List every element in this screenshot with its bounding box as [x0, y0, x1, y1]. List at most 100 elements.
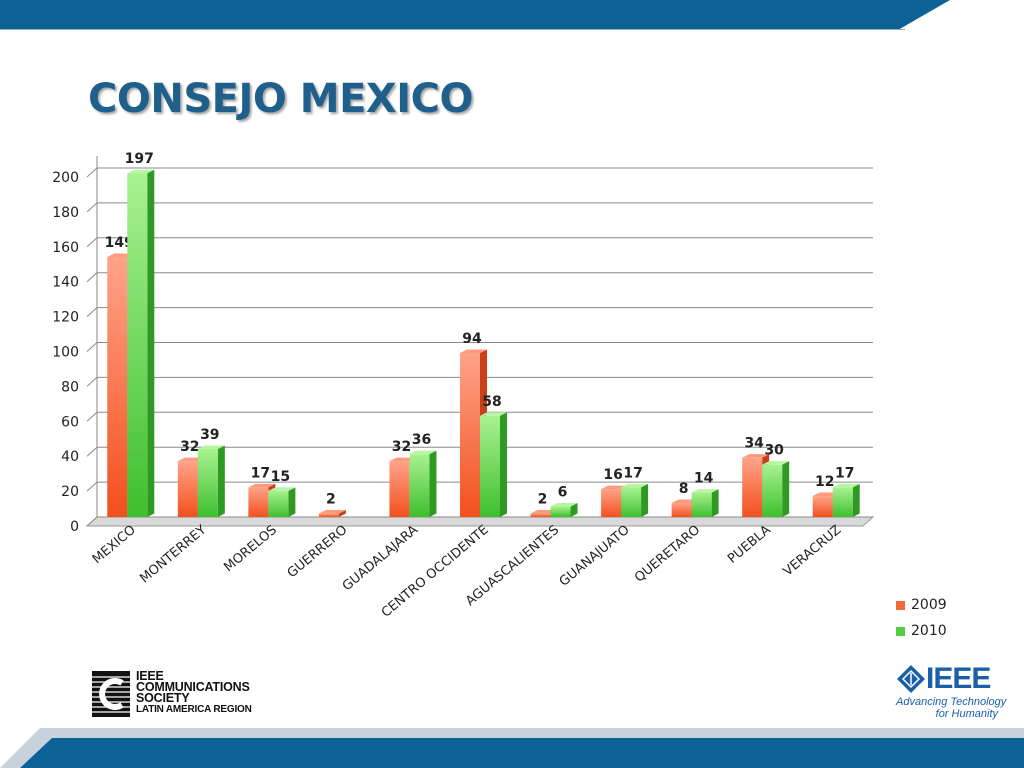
slide-title: CONSEJO MEXICO [88, 76, 474, 122]
bar-side-2010-aguascalientes [570, 503, 578, 517]
legend-swatch-2009 [896, 600, 905, 610]
bar-side-2010-puebla [782, 461, 790, 517]
data-label-2010-morelos: 15 [271, 469, 290, 485]
bar-front-2009-monterrey [177, 461, 198, 517]
bar-side-2010-guadalajara [429, 450, 437, 517]
data-label-2009-queretaro: 8 [679, 481, 689, 497]
y-tick-label-80: 80 [61, 379, 79, 395]
x-tick-label-guerrero: GUERRERO [285, 523, 351, 582]
data-label-2009-guanajuato: 16 [603, 467, 622, 483]
comsoc-line-4: LATIN AMERICA REGION [136, 704, 252, 715]
x-tick-label-morelos: MORELOS [221, 523, 280, 576]
bar-2010-mexico [127, 169, 155, 518]
ieee-tagline: Advancing Technology for Humanity [896, 696, 1007, 720]
bar-front-2010-guanajuato [621, 487, 642, 517]
gridline-60 [86, 411, 873, 422]
bar-front-2009-morelos [248, 487, 269, 517]
legend-label-2010: 2010 [911, 623, 947, 639]
bar-top-2010-guanajuato [621, 483, 649, 488]
y-tick-label-100: 100 [52, 345, 79, 361]
data-label-2009-guadalajara: 32 [392, 439, 411, 455]
data-label-2009-mexico: 149 [105, 235, 134, 251]
legend-item-2010: 2010 [896, 618, 947, 644]
bar-top-2010-aguascalientes [550, 503, 578, 507]
chart-legend: 2009 2010 [896, 592, 947, 644]
bar-front-2010-morelos [268, 490, 289, 517]
bar-front-2009-veracruz [812, 496, 833, 517]
comsoc-line-3: SOCIETY [136, 691, 190, 705]
bar-side-2010-guanajuato [641, 483, 649, 517]
data-label-2009-guerrero: 2 [326, 492, 336, 508]
y-tick-label-140: 140 [52, 275, 79, 291]
data-label-2010-guanajuato: 17 [623, 465, 642, 481]
gridline-20 [86, 481, 873, 492]
bar-top-2010-queretaro [691, 489, 719, 493]
bar-2010-guadalajara [409, 450, 437, 517]
comsoc-c-mark-icon [92, 671, 130, 717]
data-label-2010-veracruz: 17 [835, 465, 854, 481]
gridline-160 [86, 237, 873, 248]
gridline-100 [86, 342, 873, 352]
bar-front-2009-guadalajara [389, 461, 410, 517]
gridline-40 [86, 446, 873, 457]
bar-2010-queretaro [691, 489, 719, 517]
bar-2009-guerrero [318, 510, 346, 517]
top-banner-bar [0, 0, 950, 30]
data-label-2010-puebla: 30 [764, 443, 784, 459]
bar-top-2010-morelos [268, 487, 296, 491]
data-label-2010-aguascalientes: 6 [558, 485, 568, 501]
bar-side-2010-veracruz [852, 483, 860, 517]
bar-side-2010-morelos [288, 487, 296, 517]
y-tick-label-160: 160 [52, 240, 79, 256]
bar-top-2010-monterrey [197, 445, 225, 449]
bar-chart: 0 20 40 60 80 100 120 140 160 180 200 149 197 MEXICO 3… [52, 151, 875, 621]
bar-top-2010-centro-occidente [480, 412, 507, 416]
bar-top-2010-veracruz [832, 483, 860, 488]
y-tick-label-40: 40 [61, 449, 79, 465]
bar-side-2010-queretaro [711, 489, 719, 517]
data-label-2009-puebla: 34 [744, 436, 764, 452]
data-label-2010-queretaro: 14 [694, 471, 714, 487]
ieee-tagline-line-2: for Humanity [935, 708, 998, 720]
bar-top-2009-centro-occidente [460, 349, 487, 353]
gridline-80 [86, 376, 873, 387]
ieee-wordmark: IEEE [926, 662, 991, 695]
bar-2010-centro-occidente [480, 412, 507, 517]
bar-front-2010-mexico [127, 173, 148, 518]
x-tick-label-monterrey: MONTERREY [137, 523, 209, 587]
x-tick-label-puebla: PUEBLA [725, 523, 774, 567]
data-label-2009-monterrey: 32 [180, 439, 199, 455]
bar-front-2009-guanajuato [601, 489, 622, 517]
x-tick-label-queretaro: QUERETARO [632, 523, 703, 586]
bar-front-2010-centro-occidente [480, 415, 500, 517]
gridline-180 [86, 202, 873, 213]
bar-2010-puebla [762, 461, 790, 517]
bar-top-2009-guerrero [318, 510, 346, 514]
bar-front-2009-queretaro [671, 503, 692, 517]
bar-front-2010-guadalajara [409, 454, 430, 517]
y-tick-label-120: 120 [52, 310, 79, 326]
bar-front-2010-veracruz [832, 487, 853, 517]
bar-front-2009-guerrero [318, 513, 339, 517]
bar-top-2010-guadalajara [409, 450, 437, 455]
bar-top-2009-morelos [248, 483, 276, 488]
ieee-comsoc-logo: IEEE COMMUNICATIONS SOCIETY LATIN AMERIC… [92, 670, 262, 721]
bar-2010-aguascalientes [550, 503, 578, 517]
data-label-2009-veracruz: 12 [815, 474, 834, 490]
legend-swatch-2010 [896, 626, 905, 636]
bar-2010-monterrey [197, 445, 225, 517]
y-tick-label-20: 20 [61, 484, 79, 500]
bar-front-2010-aguascalientes [550, 506, 571, 517]
bar-side-2010-monterrey [217, 445, 225, 517]
data-label-2009-centro-occidente: 94 [462, 331, 482, 347]
legend-label-2009: 2009 [911, 597, 947, 613]
ieee-tagline-line-1: Advancing Technology [896, 696, 1007, 708]
bar-front-2009-puebla [742, 457, 763, 517]
data-label-2010-guadalajara: 36 [412, 432, 431, 448]
ieee-logo: IEEE Advancing Technology for Humanity [896, 662, 1006, 722]
bar-top-2009-puebla [742, 454, 770, 458]
x-tick-label-mexico: MEXICO [90, 523, 139, 568]
bar-front-2009-mexico [107, 256, 128, 517]
data-label-2010-monterrey: 39 [200, 427, 219, 443]
y-tick-label-0: 0 [70, 519, 79, 535]
